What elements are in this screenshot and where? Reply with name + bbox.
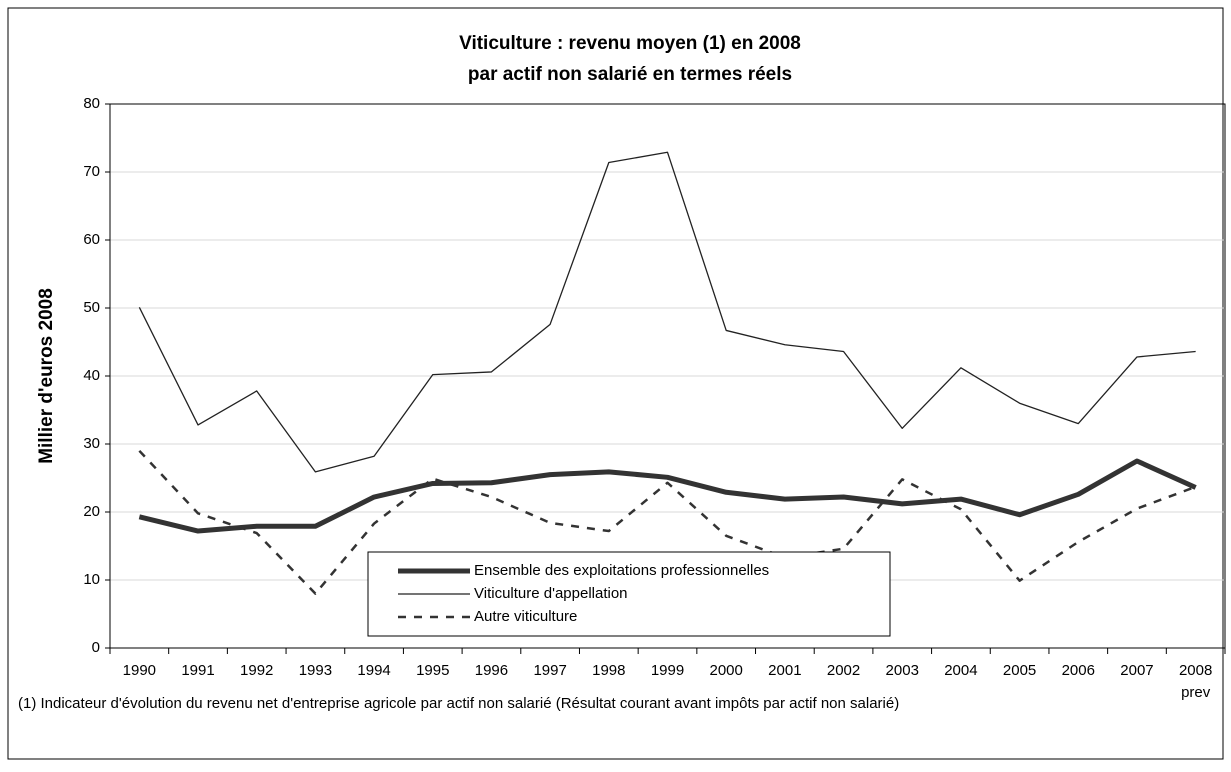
x-tick-label: 2007 [1120,662,1153,679]
x-tick-label: 2008 prev [1179,662,1212,701]
y-tick-label: 80 [83,95,100,112]
legend [367,551,891,637]
x-tick-label: 1994 [357,662,390,679]
footnote: (1) Indicateur d'évolution du revenu net… [18,695,899,712]
y-tick-label: 30 [83,435,100,452]
chart-title: Viticulture : revenu moyen (1) en 2008 [459,33,801,54]
x-tick-label: 1992 [240,662,273,679]
x-tick-label: 2003 [886,662,919,679]
x-tick-label: 1999 [651,662,684,679]
y-tick-label: 20 [83,503,100,520]
y-tick-label: 40 [83,367,100,384]
x-tick-label: 2000 [709,662,742,679]
y-tick-label: 60 [83,231,100,248]
legend-label: Ensemble des exploitations professionnel… [474,562,769,579]
x-tick-label: 2001 [768,662,801,679]
x-tick-label: 1991 [181,662,214,679]
x-tick-label: 1998 [592,662,625,679]
x-tick-label: 1993 [299,662,332,679]
x-tick-label: 2004 [944,662,977,679]
x-tick-label: 2005 [1003,662,1036,679]
x-tick-label: 1997 [533,662,566,679]
y-tick-label: 70 [83,163,100,180]
x-tick-label: 1990 [123,662,156,679]
x-tick-label: 1995 [416,662,449,679]
y-axis-label: Millier d'euros 2008 [36,288,57,464]
x-tick-label: 2002 [827,662,860,679]
series-line [138,458,1197,534]
chart-subtitle: par actif non salarié en termes réels [468,64,792,85]
x-tick-label: 1996 [475,662,508,679]
plot-area [109,103,1226,649]
frame [7,7,1224,760]
legend-label: Autre viticulture [474,608,577,625]
series-line [138,151,1196,473]
y-tick-label: 10 [83,571,100,588]
series-line [138,449,1197,595]
x-tick-label: 2006 [1062,662,1095,679]
y-tick-label: 0 [92,639,100,656]
y-tick-label: 50 [83,299,100,316]
legend-label: Viticulture d'appellation [474,585,628,602]
